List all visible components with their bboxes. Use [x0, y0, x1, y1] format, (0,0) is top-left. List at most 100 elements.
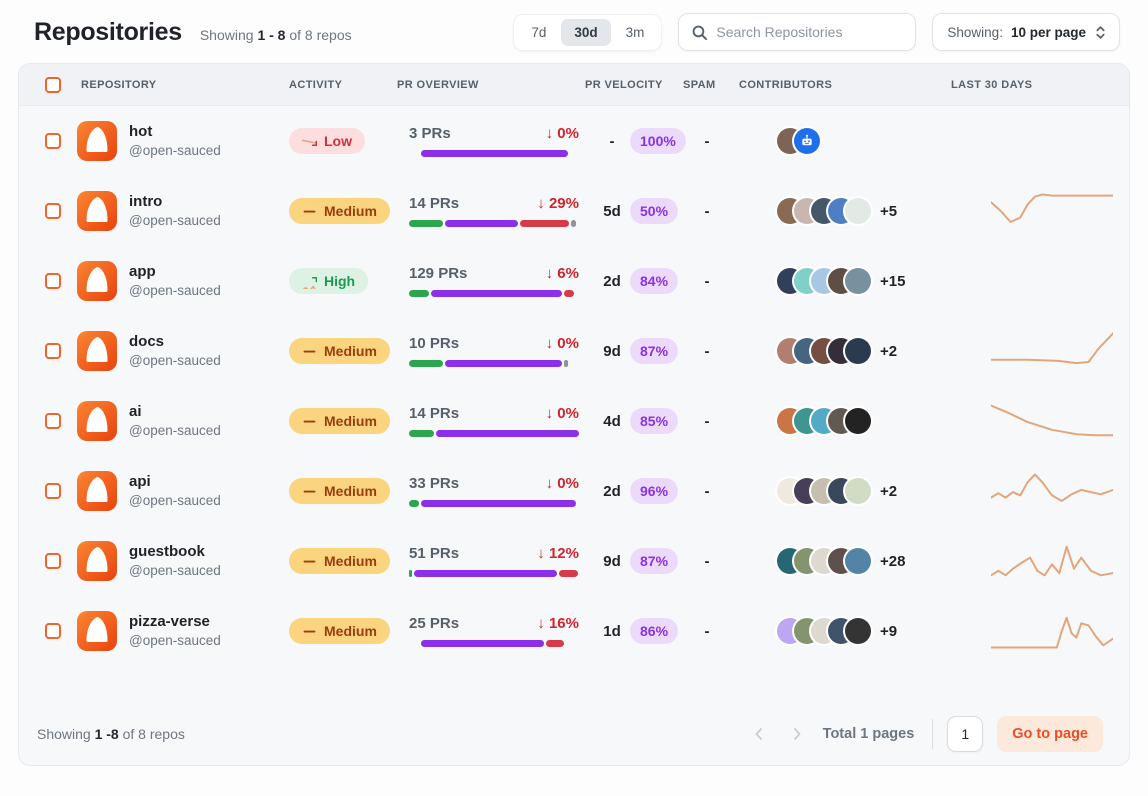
pr-velocity-pill: 87% — [630, 338, 679, 364]
table-footer: Showing 1 -8 of 8 repos Total 1 pages Go… — [19, 703, 1129, 765]
contributor-avatar[interactable] — [845, 268, 871, 294]
table-row: intro @open-sauced Medium 14 PRs ↓ 29% 5… — [19, 176, 1129, 246]
repo-cell[interactable]: api @open-sauced — [77, 471, 285, 511]
repo-name[interactable]: intro — [129, 192, 163, 210]
repo-cell[interactable]: intro @open-sauced — [77, 191, 285, 231]
row-checkbox[interactable] — [45, 483, 61, 499]
contributors-cell: +15 — [735, 268, 947, 294]
pr-velocity-pill: 96% — [630, 478, 679, 504]
pr-velocity-pill: 50% — [630, 198, 679, 224]
pr-velocity-pill: 86% — [630, 618, 679, 644]
repo-name[interactable]: app — [129, 262, 156, 280]
contributor-stack — [777, 408, 871, 434]
activity-label: Medium — [324, 483, 377, 499]
contributor-avatar[interactable] — [845, 338, 871, 364]
time-filter-7d[interactable]: 7d — [518, 19, 559, 46]
repo-org: @open-sauced — [129, 563, 221, 579]
repo-name[interactable]: ai — [129, 402, 142, 420]
repo-cell[interactable]: pizza-verse @open-sauced — [77, 611, 285, 651]
row-checkbox[interactable] — [45, 413, 61, 429]
pr-velocity-cell: 9d 87% — [581, 548, 679, 574]
select-all-checkbox[interactable] — [45, 76, 61, 93]
showing-summary: Showing 1 - 8 of 8 repos — [200, 27, 352, 43]
activity-sparkline — [991, 609, 1113, 653]
activity-badge: Medium — [289, 338, 390, 364]
repo-name[interactable]: docs — [129, 332, 165, 350]
contributor-avatar[interactable] — [845, 618, 871, 644]
showing-prefix: Showing — [199, 26, 254, 43]
last-30-days-cell — [947, 609, 1129, 653]
time-filter-30d[interactable]: 30d — [561, 18, 611, 46]
repo-logo — [77, 471, 117, 511]
repo-logo — [77, 121, 117, 161]
activity-badge: Medium — [289, 478, 390, 504]
repo-cell[interactable]: guestbook @open-sauced — [77, 541, 285, 581]
table-header-row: Repository Activity PR Overview PR Veloc… — [19, 64, 1129, 106]
row-checkbox[interactable] — [45, 133, 61, 149]
per-page-select[interactable]: Showing: 10 per page — [932, 13, 1120, 51]
go-to-page-button[interactable]: Go to page — [997, 716, 1103, 752]
contributor-avatar[interactable] — [845, 548, 871, 574]
pr-overview-cell: 51 PRs ↓ 12% — [393, 545, 581, 577]
search-icon — [691, 24, 708, 41]
pr-overview-cell: 33 PRs ↓ 0% — [393, 475, 581, 507]
footer-showing-summary: Showing 1 -8 of 8 repos — [37, 726, 185, 742]
table-body: hot @open-sauced Low 3 PRs ↓ 0% - 100% - — [19, 106, 1129, 666]
last-30-days-cell — [947, 329, 1129, 373]
pr-velocity-pill: 87% — [630, 548, 679, 574]
pr-count: 10 PRs — [409, 335, 460, 352]
showing-range: 1 - 8 — [257, 26, 286, 43]
search-input[interactable] — [716, 24, 904, 40]
row-checkbox[interactable] — [45, 343, 61, 359]
col-header-contributors: Contributors — [739, 78, 833, 91]
row-checkbox[interactable] — [45, 273, 61, 289]
row-checkbox[interactable] — [45, 553, 61, 569]
contributor-extra-count: +9 — [880, 622, 898, 640]
pr-velocity-cell: - 100% — [581, 128, 686, 154]
pr-progress-bar — [409, 220, 579, 227]
repo-cell[interactable]: app @open-sauced — [77, 261, 285, 301]
repo-logo — [77, 191, 117, 231]
contributor-avatar[interactable] — [845, 198, 871, 224]
previous-page-button[interactable] — [747, 724, 771, 744]
contributor-extra-count: +28 — [880, 552, 906, 570]
repo-cell[interactable]: hot @open-sauced — [77, 121, 285, 161]
row-checkbox[interactable] — [45, 623, 61, 639]
repo-name[interactable]: hot — [129, 122, 153, 140]
contributor-extra-count: +5 — [880, 202, 898, 220]
pr-velocity-days: 2d — [603, 482, 621, 500]
contributors-cell: +9 — [735, 618, 947, 644]
last-30-days-cell — [947, 539, 1129, 583]
page-number-input[interactable] — [947, 716, 984, 752]
pr-velocity-pill: 85% — [630, 408, 679, 434]
repo-cell[interactable]: ai @open-sauced — [77, 401, 285, 441]
pr-velocity-days: 1d — [603, 622, 621, 640]
contributor-stack — [777, 618, 871, 644]
repo-org: @open-sauced — [129, 143, 221, 159]
repo-name[interactable]: pizza-verse — [129, 612, 210, 630]
pr-change: ↓ 6% — [545, 265, 579, 282]
table-row: guestbook @open-sauced Medium 51 PRs ↓ 1… — [19, 526, 1129, 596]
col-header-activity: Activity — [289, 78, 343, 91]
activity-trend-icon — [302, 274, 317, 289]
time-filter-3m[interactable]: 3m — [613, 19, 658, 46]
contributor-stack — [777, 198, 871, 224]
next-page-button[interactable] — [785, 724, 809, 744]
footer-showing-range: 1 -8 — [94, 726, 119, 742]
row-checkbox[interactable] — [45, 203, 61, 219]
repo-name[interactable]: api — [129, 472, 151, 490]
pr-count: 14 PRs — [409, 405, 460, 422]
repo-cell[interactable]: docs @open-sauced — [77, 331, 285, 371]
bot-avatar[interactable] — [794, 128, 820, 154]
repo-logo — [77, 611, 117, 651]
contributors-cell: +2 — [735, 338, 947, 364]
col-header-spam: Spam — [683, 78, 716, 91]
table-row: pizza-verse @open-sauced Medium 25 PRs ↓… — [19, 596, 1129, 666]
contributor-avatar[interactable] — [845, 408, 871, 434]
contributor-avatar[interactable] — [845, 478, 871, 504]
pr-velocity-days: 9d — [603, 552, 621, 570]
repo-name[interactable]: guestbook — [129, 542, 205, 560]
spam-value: - — [704, 132, 710, 150]
last-30-days-cell — [947, 259, 1129, 303]
pr-overview-cell: 129 PRs ↓ 6% — [393, 265, 581, 297]
